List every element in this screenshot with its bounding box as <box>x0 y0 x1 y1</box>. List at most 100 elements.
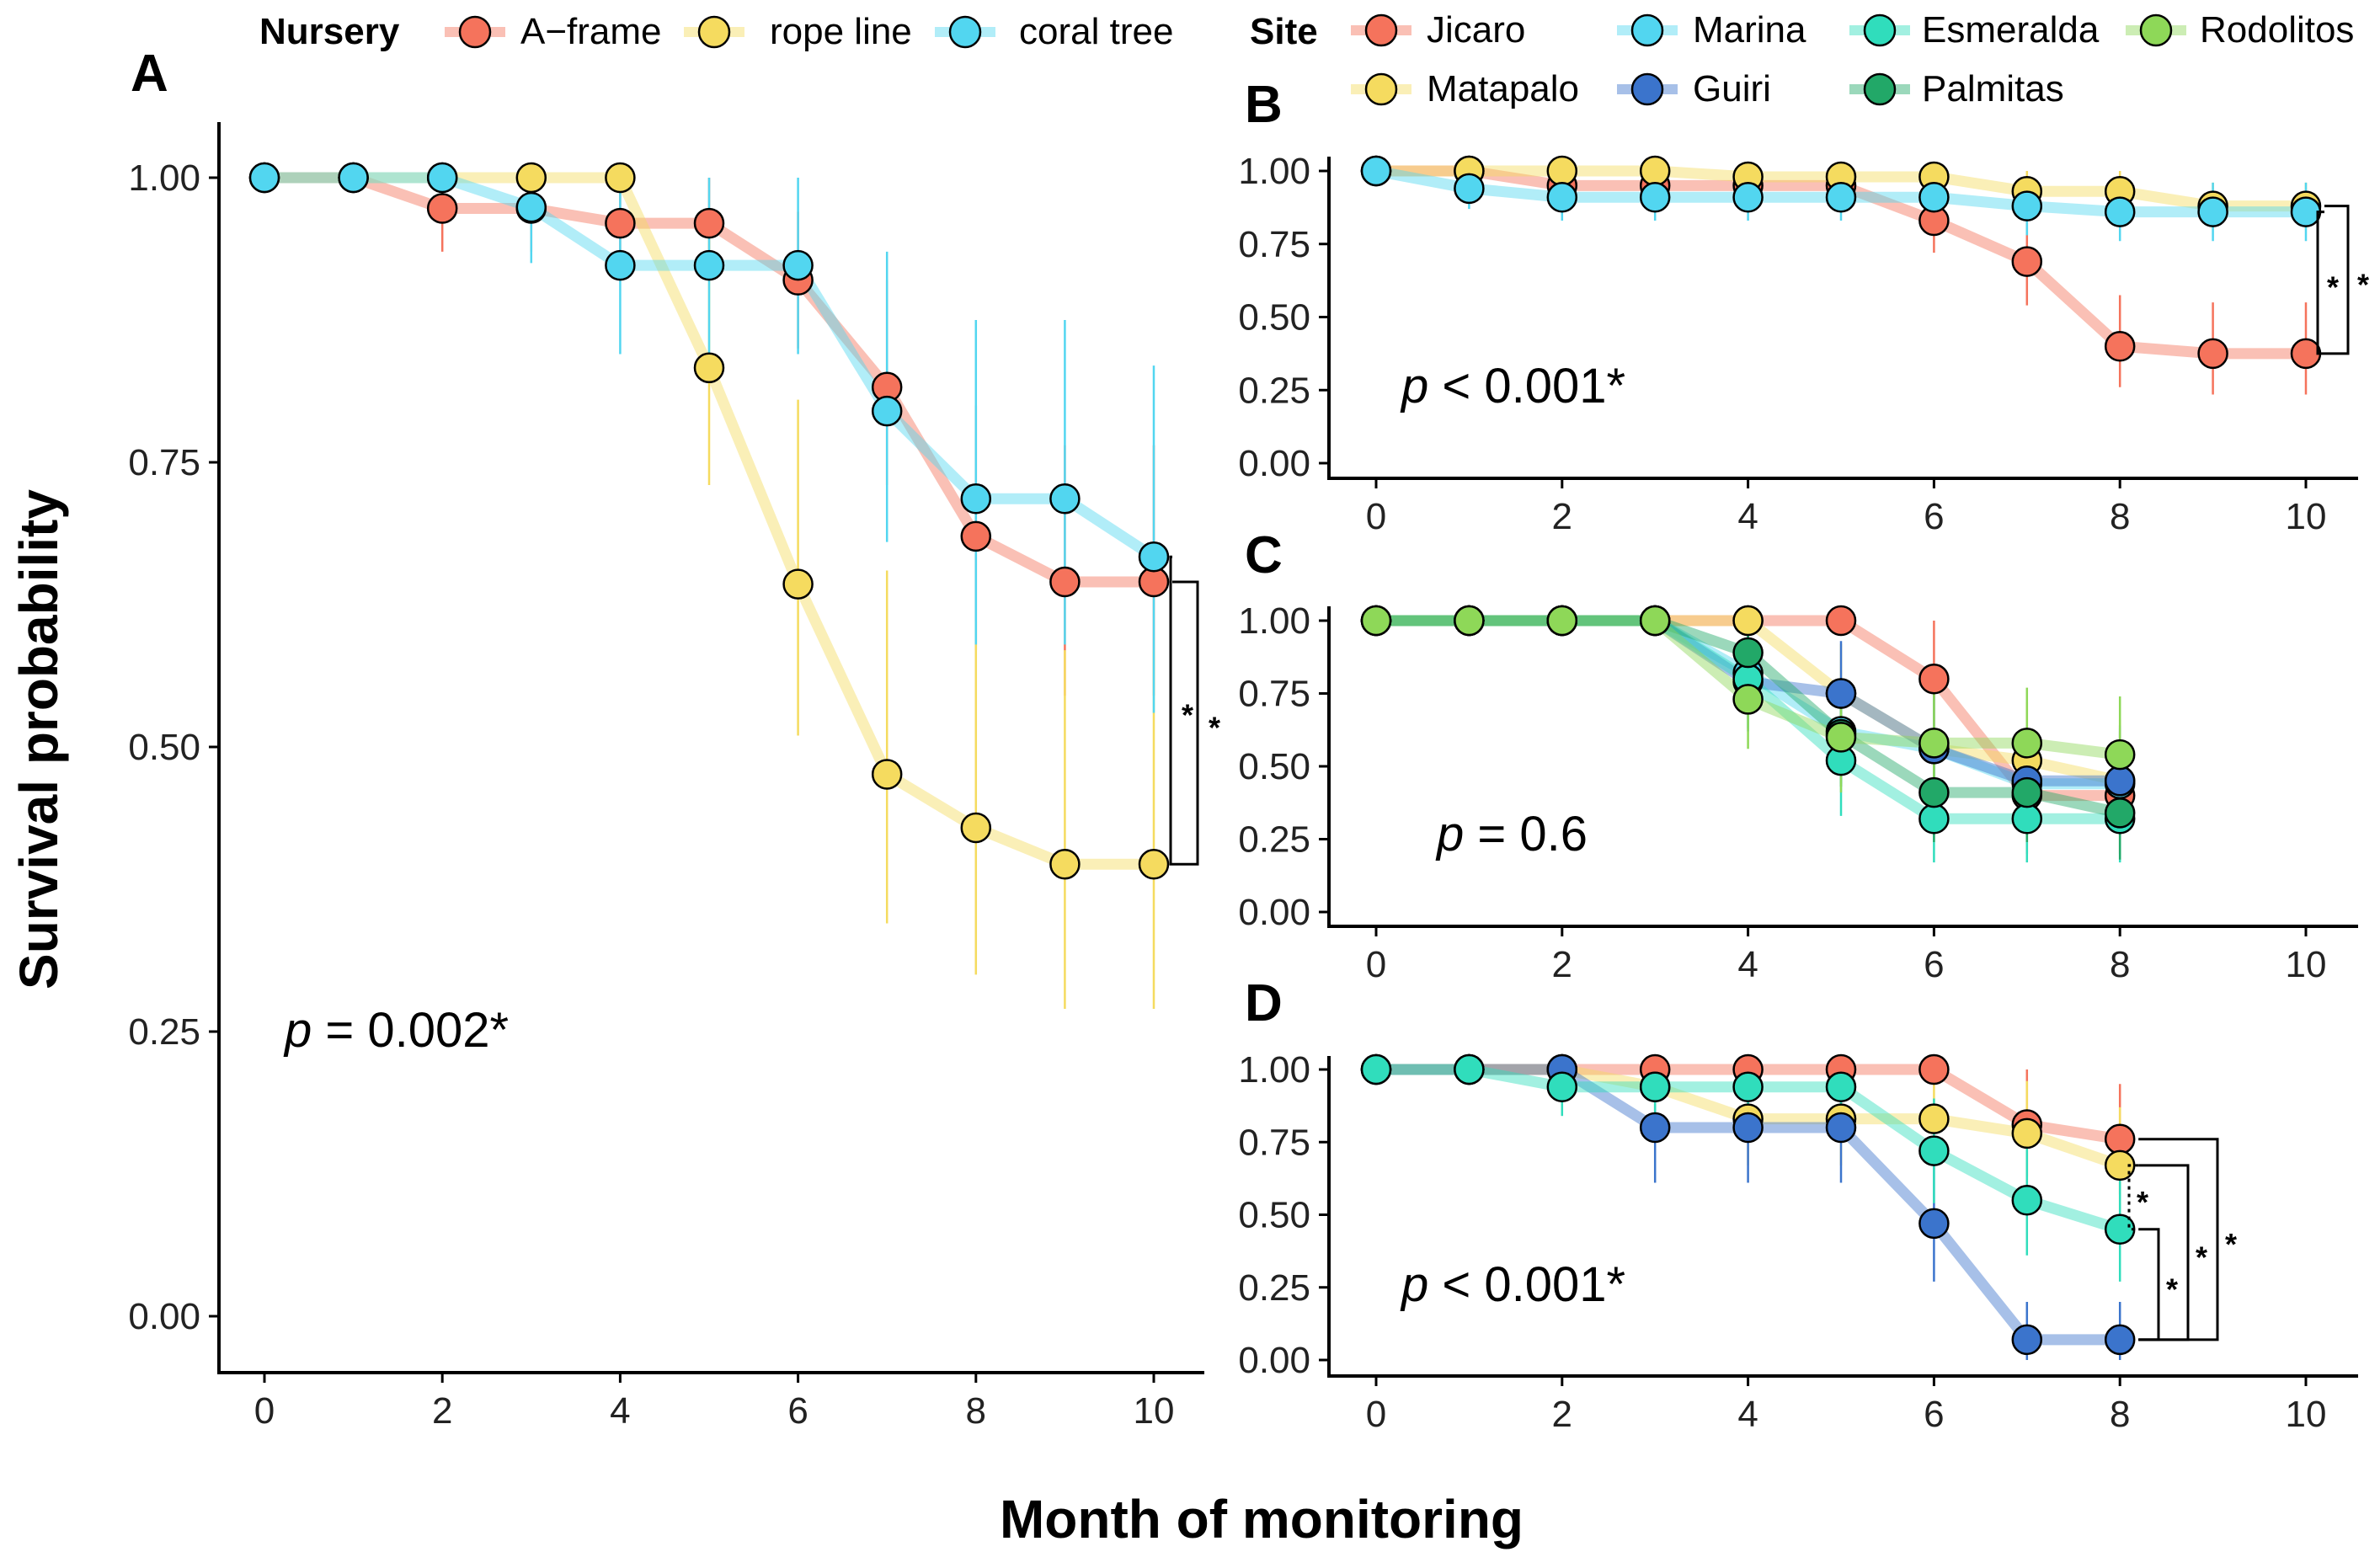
data-point-matapalo <box>2104 1149 2136 1181</box>
x-tick-label: 0 <box>1366 1394 1386 1435</box>
x-tick-label: 0 <box>1366 496 1386 537</box>
legend-key-marker <box>1364 13 1398 47</box>
data-point-a-frame <box>605 207 636 239</box>
y-tick-label: 0.50 <box>1238 297 1310 339</box>
data-point-jicaro <box>2104 1123 2136 1155</box>
legend-label-rope-line: rope line <box>770 11 912 52</box>
p-value-label: p < 0.001* <box>1400 1257 1625 1312</box>
significance-star: * <box>2166 1272 2178 1306</box>
significance-bracket <box>2316 211 2324 355</box>
x-tick-label: 8 <box>2110 1394 2130 1435</box>
significance-bracket <box>1172 580 1199 866</box>
p-symbol: p <box>283 1003 312 1058</box>
legend-label-jicaro: Jicaro <box>1427 9 1525 51</box>
data-point-jicaro <box>1918 1053 1950 1085</box>
data-point-esmeralda <box>1639 1071 1671 1102</box>
x-tick-label: 4 <box>1737 1394 1758 1435</box>
panel-letter: C <box>1245 526 1283 584</box>
y-tick-label: 0.00 <box>128 1296 200 1337</box>
legend-item-jicaro: Jicaro <box>1351 9 1525 51</box>
data-point-palmitas <box>2104 797 2136 829</box>
x-axis-title: Month of monitoring <box>1000 1489 1524 1549</box>
x-tick-label: 0 <box>1366 944 1386 985</box>
legend-label-palmitas: Palmitas <box>1922 68 2064 109</box>
data-point-rodolitos <box>2104 739 2136 771</box>
data-point-a-frame <box>693 207 725 239</box>
y-axis-title: Survival probability <box>8 489 69 989</box>
panels: A 0.00 0.25 0.50 0.75 1.00 0 2 4 6 8 10 p = 0.002* * *… <box>128 45 2369 1435</box>
legend-label-rodolitos: Rodolitos <box>2200 9 2354 51</box>
data-point-rope-line <box>871 759 903 790</box>
significance-star: * <box>2196 1240 2207 1274</box>
y-tick-label: 0.25 <box>1238 819 1310 861</box>
significance-bracket <box>2127 1164 2139 1231</box>
y-tick-label: 0.00 <box>1238 1340 1310 1381</box>
x-tick-label: 10 <box>1134 1390 1175 1432</box>
data-point-rodolitos <box>1360 605 1392 637</box>
data-point-rope-line <box>1049 849 1081 880</box>
data-point-rope-line <box>960 812 992 844</box>
data-point-rodolitos <box>1454 605 1485 637</box>
legend-key-marker <box>1630 72 1664 106</box>
x-tick-label: 6 <box>1924 944 1944 985</box>
data-point-a-frame <box>426 193 458 224</box>
significance-bracket <box>1169 555 1172 866</box>
data-point-esmeralda <box>1825 1071 1857 1102</box>
x-tick-label: 4 <box>1737 496 1758 537</box>
significance-bracket <box>2138 1228 2160 1341</box>
data-point-esmeralda <box>1918 803 1950 835</box>
p-value-text: = 0.6 <box>1464 807 1588 861</box>
p-value-label: p = 0.002* <box>283 1003 509 1058</box>
y-tick-label: 1.00 <box>1238 1049 1310 1091</box>
y-tick-label: 0.25 <box>1238 1267 1310 1309</box>
data-point-rodolitos <box>1825 722 1857 753</box>
panel-c: C 0.00 0.25 0.50 0.75 1.00 0 2 4 6 8 10 p = 0.6 <box>1238 526 2358 985</box>
data-point-guiri <box>1825 678 1857 709</box>
legend-item-a-frame: A−frame <box>445 11 662 52</box>
data-point-esmeralda <box>1360 1053 1392 1085</box>
data-point-coral-tree <box>871 395 903 427</box>
y-tick-label: 0.00 <box>1238 443 1310 484</box>
site-legend-title: Site <box>1250 11 1318 52</box>
panel-a: A 0.00 0.25 0.50 0.75 1.00 0 2 4 6 8 10 p = 0.002* * * <box>128 45 1220 1432</box>
data-point-jicaro <box>1918 663 1950 695</box>
x-tick-label: 2 <box>432 1390 452 1432</box>
data-point-coral-tree <box>605 249 636 281</box>
data-point-matapalo <box>1639 155 1671 187</box>
data-point-marina <box>1454 173 1485 205</box>
significance-star: * <box>1209 711 1220 745</box>
significance-star: * <box>2357 267 2369 301</box>
p-value-text: < 0.001* <box>1428 359 1625 413</box>
legend-label-marina: Marina <box>1693 9 1806 51</box>
significance-bracket <box>2324 205 2350 355</box>
panel-b: B 0.00 0.25 0.50 0.75 1.00 0 2 4 6 8 10 p < 0.001* * * <box>1238 76 2369 537</box>
data-point-esmeralda <box>1546 1071 1578 1102</box>
data-point-guiri <box>1825 1112 1857 1144</box>
x-tick-label: 6 <box>1924 496 1944 537</box>
x-tick-label: 8 <box>966 1390 986 1432</box>
legend-label-coral-tree: coral tree <box>1019 11 1173 52</box>
data-point-palmitas <box>2011 776 2043 808</box>
data-point-marina <box>1360 155 1392 187</box>
nursery-legend-title: Nursery <box>259 11 400 52</box>
y-tick-label: 0.50 <box>128 727 200 768</box>
p-value-text: = 0.002* <box>312 1003 509 1058</box>
y-tick-label: 0.25 <box>128 1011 200 1053</box>
data-point-esmeralda <box>2011 803 2043 835</box>
legend-key-marker <box>1863 13 1897 47</box>
x-tick-label: 2 <box>1552 496 1572 537</box>
legend-item-matapalo: Matapalo <box>1351 68 1579 109</box>
p-value-text: < 0.001* <box>1428 1257 1625 1312</box>
data-point-marina <box>1639 181 1671 213</box>
panel-d: D 0.00 0.25 0.50 0.75 1.00 0 2 4 6 8 10 p < 0.001* * *… <box>1238 974 2358 1435</box>
x-tick-label: 8 <box>2110 944 2130 985</box>
data-point-rope-line <box>782 568 814 600</box>
x-tick-label: 10 <box>2286 944 2327 985</box>
data-point-rodolitos <box>1918 728 1950 759</box>
legend-item-guiri: Guiri <box>1617 68 1771 109</box>
y-tick-label: 0.75 <box>1238 1122 1310 1163</box>
data-point-rope-line <box>515 162 547 194</box>
data-point-marina <box>2197 196 2228 227</box>
data-point-esmeralda <box>1918 1135 1950 1166</box>
